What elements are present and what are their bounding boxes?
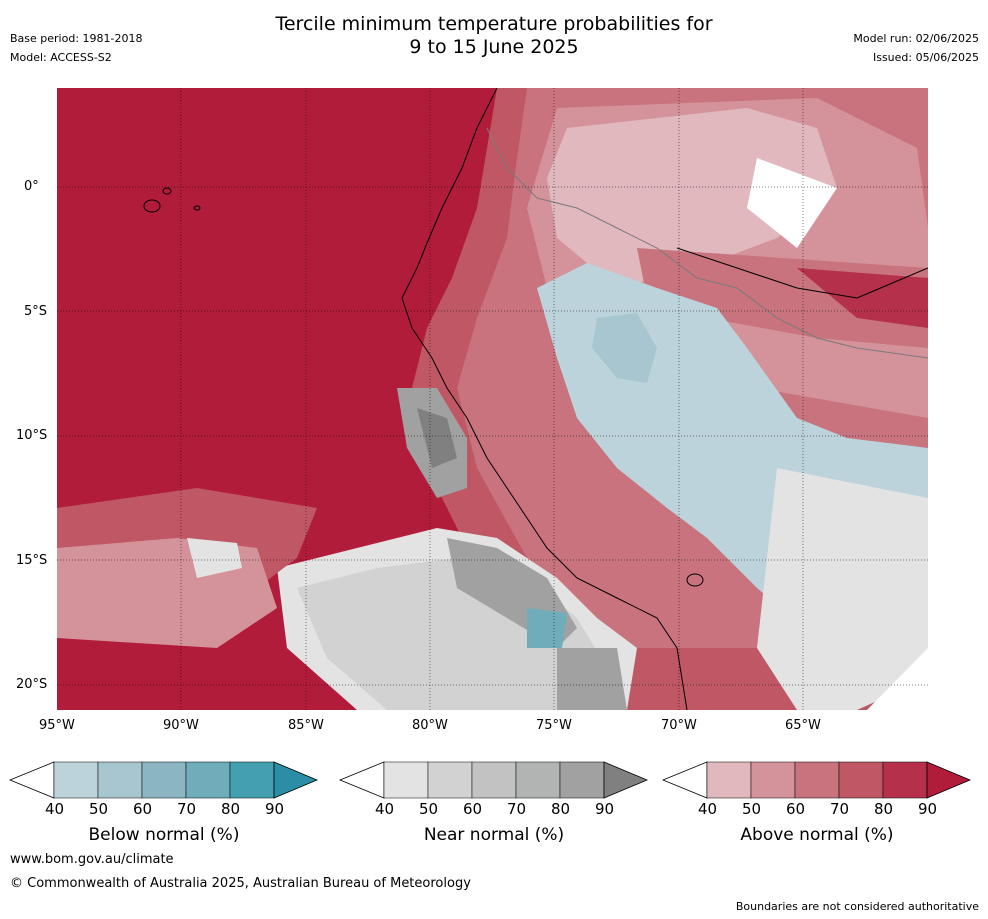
colorbar-segment xyxy=(559,761,605,799)
colorbar-tick: 70 xyxy=(507,800,527,818)
country-borders xyxy=(486,127,928,359)
colorbar-tick: 50 xyxy=(89,800,109,818)
disclaimer-text: Boundaries are not considered authoritat… xyxy=(735,900,979,913)
map-title: Tercile minimum temperature probabilitie… xyxy=(0,13,988,59)
coastline xyxy=(401,88,688,710)
colorbar-lower-extend xyxy=(338,761,385,799)
colorbar-label: Below normal (%) xyxy=(88,825,240,845)
colorbar-segment xyxy=(97,761,143,799)
colorbar-label: Near normal (%) xyxy=(423,825,565,845)
colorbar-tick: 50 xyxy=(742,800,762,818)
lon-label-65w: 65°W xyxy=(785,718,821,733)
colorbar-tick: 90 xyxy=(595,800,615,818)
near-normal-pacific-patch xyxy=(187,538,242,578)
colorbar-segment xyxy=(706,761,752,799)
colorbar-2 xyxy=(661,761,972,799)
lake-titicaca xyxy=(686,573,704,587)
copyright-text: © Commonwealth of Australia 2025, Austra… xyxy=(10,876,471,891)
colorbar-tick: 50 xyxy=(419,800,439,818)
map-canvas xyxy=(57,88,928,710)
colorbar-tick: 80 xyxy=(221,800,241,818)
colorbar-tick: 60 xyxy=(133,800,153,818)
base-period-text: Base period: 1981-2018 xyxy=(10,32,143,45)
colorbar-lower-extend xyxy=(8,761,55,799)
colorbar-tick: 90 xyxy=(265,800,285,818)
near-normal-90-peru xyxy=(417,408,457,468)
colorbar-1 xyxy=(338,761,649,799)
colorbar-tick: 90 xyxy=(918,800,938,818)
colorbar-tick: 80 xyxy=(551,800,571,818)
colorbar-segment xyxy=(383,761,429,799)
colorbar-tick: 70 xyxy=(830,800,850,818)
title-line-2: 9 to 15 June 2025 xyxy=(409,36,579,58)
lat-label-20s: 20°S xyxy=(16,677,48,692)
colorbar-segment xyxy=(750,761,796,799)
colorbar-segment xyxy=(471,761,517,799)
model-text: Model: ACCESS-S2 xyxy=(10,51,112,64)
colorbar-segment xyxy=(794,761,840,799)
colorbar-segment xyxy=(53,761,99,799)
colorbar-tick: 40 xyxy=(45,800,65,818)
colorbar-upper-extend xyxy=(603,761,649,799)
colorbar-segment xyxy=(427,761,473,799)
lon-label-70w: 70°W xyxy=(661,718,697,733)
issued-text: Issued: 05/06/2025 xyxy=(872,51,979,64)
colorbar-segment xyxy=(229,761,275,799)
lat-label-15s: 15°S xyxy=(16,553,48,568)
colorbar-0 xyxy=(8,761,319,799)
colorbar-tick: 40 xyxy=(698,800,718,818)
colorbar-segment xyxy=(882,761,928,799)
colorbar-segment xyxy=(838,761,884,799)
colorbar-lower-extend xyxy=(661,761,708,799)
galapagos-islands xyxy=(143,187,201,213)
lon-label-80w: 80°W xyxy=(412,718,448,733)
low-signal-area-southeast xyxy=(867,648,928,710)
lat-label-5s: 5°S xyxy=(24,304,48,319)
colorbar-segment xyxy=(515,761,561,799)
colorbar-upper-extend xyxy=(273,761,319,799)
below-normal-70-patch xyxy=(527,608,567,648)
lon-label-95w: 95°W xyxy=(39,718,75,733)
title-line-1: Tercile minimum temperature probabilitie… xyxy=(275,13,713,35)
lon-label-75w: 75°W xyxy=(536,718,572,733)
near-normal-80-south xyxy=(557,648,627,710)
probability-map xyxy=(57,88,928,710)
website-url[interactable]: www.bom.gov.au/climate xyxy=(10,852,174,867)
colorbar-tick: 60 xyxy=(463,800,483,818)
low-signal-area-north xyxy=(747,158,837,248)
colorbar-tick: 60 xyxy=(786,800,806,818)
colorbar-tick: 70 xyxy=(177,800,197,818)
colorbar-upper-extend xyxy=(926,761,972,799)
colorbar-segment xyxy=(141,761,187,799)
below-normal-50-area xyxy=(592,313,657,383)
above-normal-80-amazon xyxy=(797,268,928,328)
colorbar-tick: 80 xyxy=(874,800,894,818)
lon-label-85w: 85°W xyxy=(288,718,324,733)
amazon-river xyxy=(676,247,928,299)
graticule xyxy=(57,88,928,710)
colorbar-label: Above normal (%) xyxy=(740,825,894,845)
lat-label-0: 0° xyxy=(24,179,39,194)
near-normal-40-south-east xyxy=(757,468,928,710)
model-run-text: Model run: 02/06/2025 xyxy=(853,32,979,45)
colorbar-segment xyxy=(185,761,231,799)
lon-label-90w: 90°W xyxy=(163,718,199,733)
lat-label-10s: 10°S xyxy=(16,428,48,443)
above-normal-40-area xyxy=(547,108,837,288)
colorbar-tick: 40 xyxy=(375,800,395,818)
